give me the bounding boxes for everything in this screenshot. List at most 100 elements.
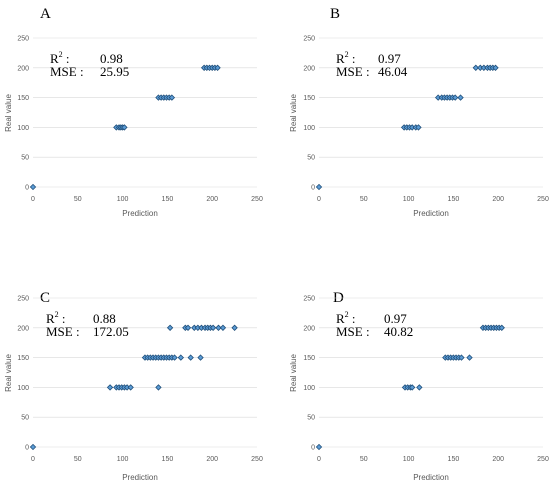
- data-point: [187, 354, 194, 361]
- y-tick-label: 150: [17, 355, 29, 362]
- x-tick-label: 150: [162, 456, 174, 463]
- y-tick-label: 50: [21, 155, 29, 162]
- data-point: [492, 64, 499, 71]
- data-point: [472, 64, 479, 71]
- data-point: [315, 443, 323, 451]
- data-point: [457, 94, 464, 101]
- data-point: [197, 354, 204, 361]
- x-tick-label: 250: [537, 196, 549, 203]
- y-tick-label: 250: [303, 36, 315, 43]
- x-tick-label: 50: [74, 456, 82, 463]
- r2-value: 0.88: [93, 311, 116, 326]
- mse-label: MSE :: [336, 324, 370, 339]
- y-tick-label: 200: [303, 65, 315, 72]
- r2-value: 0.98: [100, 51, 123, 66]
- x-tick-label: 0: [317, 196, 321, 203]
- data-point: [215, 324, 222, 331]
- y-tick-label: 150: [17, 95, 29, 102]
- data-point: [177, 354, 185, 361]
- x-tick-label: 0: [317, 456, 321, 463]
- y-axis-title: Real value: [289, 354, 298, 392]
- x-tick-label: 0: [31, 456, 35, 463]
- y-tick-label: 0: [311, 185, 315, 192]
- y-tick-label: 0: [25, 185, 29, 192]
- data-point: [466, 354, 473, 361]
- data-point: [452, 94, 459, 101]
- data-point: [106, 384, 114, 391]
- y-tick-label: 0: [311, 445, 315, 452]
- mse-value: 172.05: [93, 324, 129, 339]
- y-tick-label: 250: [303, 296, 315, 303]
- y-tick-label: 250: [17, 36, 29, 43]
- y-tick-label: 100: [303, 385, 315, 392]
- y-axis-title: Real value: [4, 94, 13, 132]
- data-point: [415, 124, 422, 131]
- x-tick-label: 200: [206, 196, 218, 203]
- x-tick-label: 250: [537, 456, 549, 463]
- x-tick-label: 150: [448, 456, 460, 463]
- data-point: [166, 324, 174, 331]
- y-tick-label: 150: [303, 95, 315, 102]
- x-tick-label: 50: [360, 196, 368, 203]
- data-point: [171, 354, 178, 361]
- y-tick-label: 200: [303, 325, 315, 332]
- data-point: [409, 384, 416, 391]
- x-axis-title: Prediction: [413, 473, 449, 482]
- mse-value: 25.95: [100, 64, 129, 79]
- data-point: [29, 443, 37, 451]
- r2-value: 0.97: [378, 51, 401, 66]
- data-point: [29, 183, 37, 191]
- x-tick-label: 200: [492, 456, 504, 463]
- data-point: [214, 64, 221, 71]
- y-tick-label: 50: [307, 155, 315, 162]
- data-point: [231, 324, 238, 331]
- x-axis-title: Prediction: [413, 209, 449, 218]
- x-tick-label: 100: [117, 456, 129, 463]
- x-tick-label: 150: [162, 196, 174, 203]
- y-tick-label: 100: [303, 125, 315, 132]
- panel-label: B: [330, 6, 340, 22]
- r2-value: 0.97: [384, 311, 407, 326]
- x-tick-label: 200: [492, 196, 504, 203]
- y-tick-label: 150: [303, 355, 315, 362]
- data-point: [416, 384, 423, 391]
- x-tick-label: 100: [117, 196, 129, 203]
- x-tick-label: 0: [31, 196, 35, 203]
- y-tick-label: 50: [307, 415, 315, 422]
- x-tick-label: 250: [251, 196, 263, 203]
- data-point: [127, 384, 134, 391]
- data-point: [315, 183, 323, 191]
- x-axis-title: Prediction: [122, 473, 158, 482]
- data-point: [168, 94, 176, 101]
- y-tick-label: 200: [17, 65, 29, 72]
- mse-value: 46.04: [378, 64, 408, 79]
- y-tick-label: 200: [17, 325, 29, 332]
- mse-label: MSE :: [46, 324, 80, 339]
- r2-label: R2 :: [46, 310, 66, 326]
- mse-value: 40.82: [384, 324, 413, 339]
- x-tick-label: 50: [360, 456, 368, 463]
- x-tick-label: 200: [206, 456, 218, 463]
- data-point: [498, 324, 505, 331]
- x-tick-label: 250: [251, 456, 263, 463]
- panel-label: A: [40, 6, 51, 22]
- mse-label: MSE :: [336, 64, 370, 79]
- data-point: [458, 354, 465, 361]
- x-tick-label: 50: [74, 196, 82, 203]
- r2-label: R2 :: [336, 310, 356, 326]
- mse-label: MSE :: [50, 64, 84, 79]
- data-point: [184, 324, 192, 331]
- y-tick-label: 100: [17, 125, 29, 132]
- r2-label: R2 :: [336, 50, 356, 66]
- scatter-panel-a: A 0 50 100 150 200 250 0 50 100 150 200 250 Predictio…: [4, 6, 263, 218]
- data-point: [219, 324, 227, 331]
- scatter-panel-b: B 0 50 100 150 200 250 0 50 100 150 200 250 Predictio…: [289, 6, 549, 218]
- r2-label: R2 :: [50, 50, 70, 66]
- y-tick-label: 100: [17, 385, 29, 392]
- y-tick-label: 250: [17, 296, 29, 303]
- x-axis-title: Prediction: [122, 209, 158, 218]
- x-tick-label: 100: [403, 196, 415, 203]
- y-tick-label: 0: [25, 445, 29, 452]
